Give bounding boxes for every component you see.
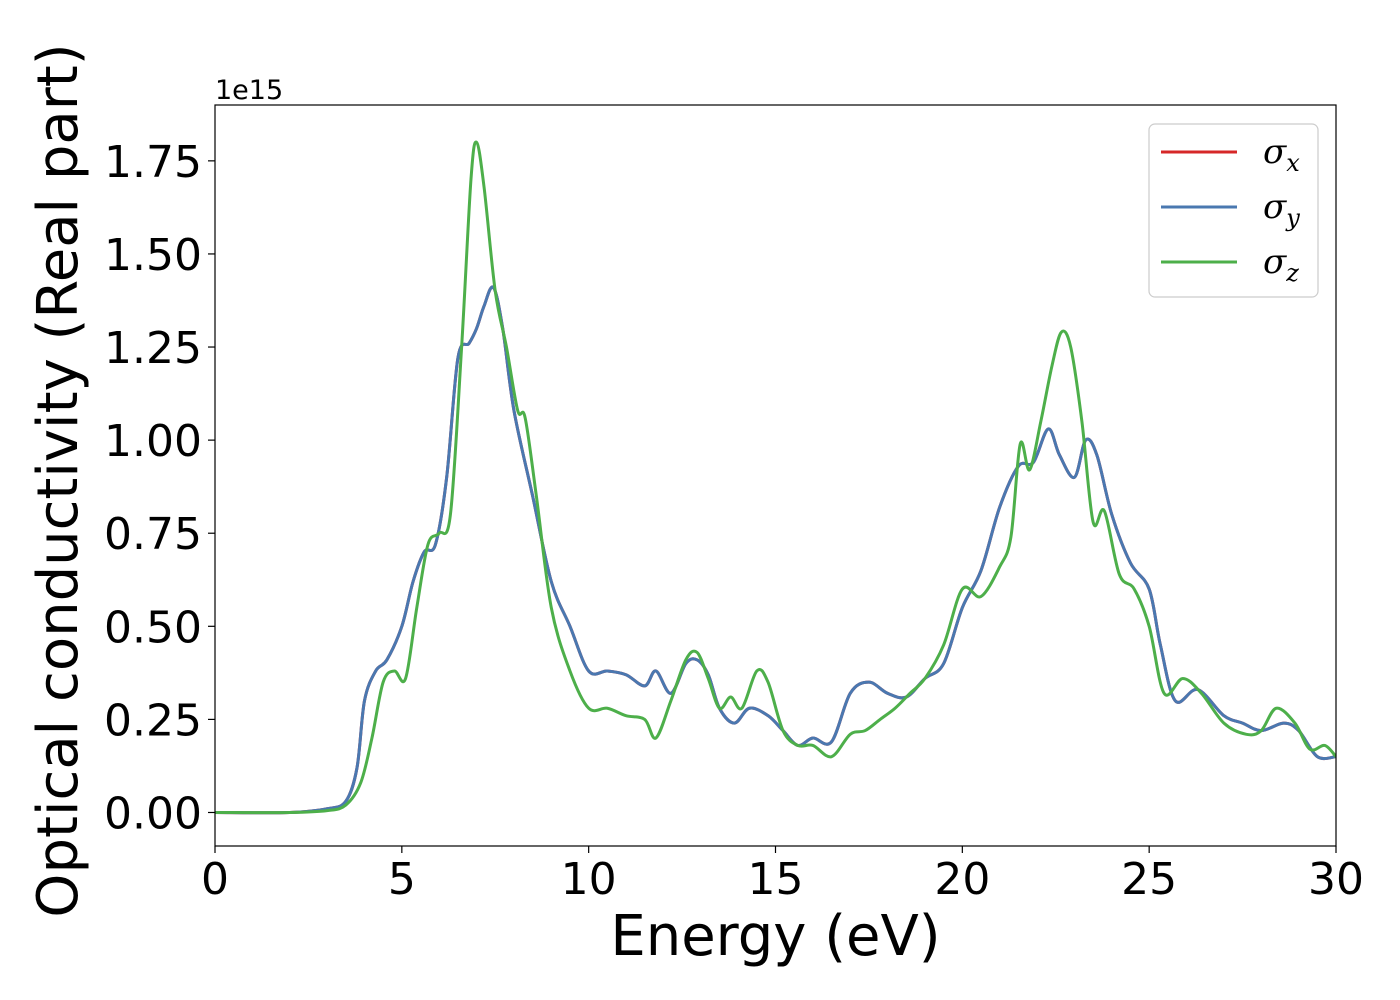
- y-axis-title: Optical conductivity (Real part): [26, 43, 91, 917]
- y-tick-label: 0.50: [104, 602, 202, 653]
- y-tick-label: 1.00: [104, 416, 202, 467]
- x-axis-title: Energy (eV): [610, 904, 940, 969]
- y-tick-label: 1.50: [104, 230, 202, 281]
- series-layer: [215, 140, 1336, 815]
- legend-label-z: σz: [1263, 242, 1299, 287]
- x-tick-label: 15: [748, 854, 804, 905]
- legend-label-y: σy: [1263, 187, 1300, 232]
- y-offset-label: 1e15: [215, 75, 283, 106]
- series-line-x: [215, 285, 1336, 815]
- series-line-y: [215, 285, 1336, 815]
- legend: σx σy σz: [1148, 123, 1319, 298]
- x-tick-label: 10: [561, 854, 617, 905]
- x-tick-label: 5: [388, 854, 416, 905]
- legend-label-x: σx: [1263, 132, 1300, 177]
- y-tick-label: 0.75: [104, 509, 202, 560]
- legend-box: [1148, 123, 1319, 298]
- x-tick-label: 30: [1308, 854, 1364, 905]
- y-tick-label: 0.25: [104, 695, 202, 746]
- y-tick-label: 0.00: [104, 788, 202, 839]
- x-tick-label: 0: [201, 854, 229, 905]
- axes-layer: 0 5 10 15 20 25 30 0.00 0.25 0.50 0.75 1.00 1.25 1.50…: [26, 43, 1364, 969]
- series-line-z: [215, 140, 1336, 815]
- x-tick-label: 20: [934, 854, 990, 905]
- x-tick-label: 25: [1121, 854, 1177, 905]
- y-tick-label: 1.75: [104, 137, 202, 188]
- y-tick-label: 1.25: [104, 323, 202, 374]
